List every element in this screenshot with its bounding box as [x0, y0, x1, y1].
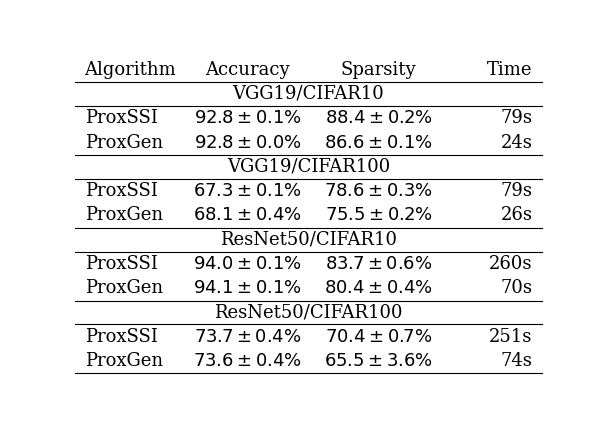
Text: ProxSSI: ProxSSI [84, 109, 158, 127]
Text: $67.3 \pm 0.1\%$: $67.3 \pm 0.1\%$ [193, 182, 302, 200]
Text: $80.4 \pm 0.4\%$: $80.4 \pm 0.4\%$ [324, 280, 433, 297]
Text: $73.7 \pm 0.4\%$: $73.7 \pm 0.4\%$ [194, 328, 302, 346]
Text: $78.6 \pm 0.3\%$: $78.6 \pm 0.3\%$ [324, 182, 433, 200]
Text: $92.8 \pm 0.1\%$: $92.8 \pm 0.1\%$ [194, 109, 302, 127]
Text: 24s: 24s [501, 134, 533, 152]
Text: ResNet50/CIFAR100: ResNet50/CIFAR100 [214, 304, 403, 322]
Text: ProxSSI: ProxSSI [84, 328, 158, 346]
Text: 70s: 70s [500, 280, 533, 297]
Text: ProxGen: ProxGen [84, 352, 163, 370]
Text: Algorithm: Algorithm [84, 61, 176, 79]
Text: $73.6 \pm 0.4\%$: $73.6 \pm 0.4\%$ [193, 352, 302, 370]
Text: $75.5 \pm 0.2\%$: $75.5 \pm 0.2\%$ [324, 206, 432, 224]
Text: $65.5 \pm 3.6\%$: $65.5 \pm 3.6\%$ [324, 352, 433, 370]
Text: ProxGen: ProxGen [84, 280, 163, 297]
Text: Accuracy: Accuracy [205, 61, 290, 79]
Text: 79s: 79s [500, 182, 533, 200]
Text: 74s: 74s [501, 352, 533, 370]
Text: Time: Time [487, 61, 533, 79]
Text: $70.4 \pm 0.7\%$: $70.4 \pm 0.7\%$ [324, 328, 432, 346]
Text: $68.1 \pm 0.4\%$: $68.1 \pm 0.4\%$ [193, 206, 302, 224]
Text: ProxSSI: ProxSSI [84, 255, 158, 273]
Text: $86.6 \pm 0.1\%$: $86.6 \pm 0.1\%$ [324, 134, 433, 152]
Text: ProxGen: ProxGen [84, 206, 163, 224]
Text: $92.8 \pm 0.0\%$: $92.8 \pm 0.0\%$ [194, 134, 302, 152]
Text: 251s: 251s [489, 328, 533, 346]
Text: 79s: 79s [500, 109, 533, 127]
Text: VGG19/CIFAR100: VGG19/CIFAR100 [227, 158, 390, 176]
Text: $83.7 \pm 0.6\%$: $83.7 \pm 0.6\%$ [324, 255, 432, 273]
Text: Sparsity: Sparsity [341, 61, 417, 79]
Text: ProxGen: ProxGen [84, 134, 163, 152]
Text: $94.1 \pm 0.1\%$: $94.1 \pm 0.1\%$ [193, 280, 302, 297]
Text: ResNet50/CIFAR10: ResNet50/CIFAR10 [220, 230, 397, 249]
Text: $88.4 \pm 0.2\%$: $88.4 \pm 0.2\%$ [324, 109, 432, 127]
Text: ProxSSI: ProxSSI [84, 182, 158, 200]
Text: $94.0 \pm 0.1\%$: $94.0 \pm 0.1\%$ [193, 255, 302, 273]
Text: VGG19/CIFAR10: VGG19/CIFAR10 [232, 85, 385, 103]
Text: 26s: 26s [500, 206, 533, 224]
Text: 260s: 260s [489, 255, 533, 273]
